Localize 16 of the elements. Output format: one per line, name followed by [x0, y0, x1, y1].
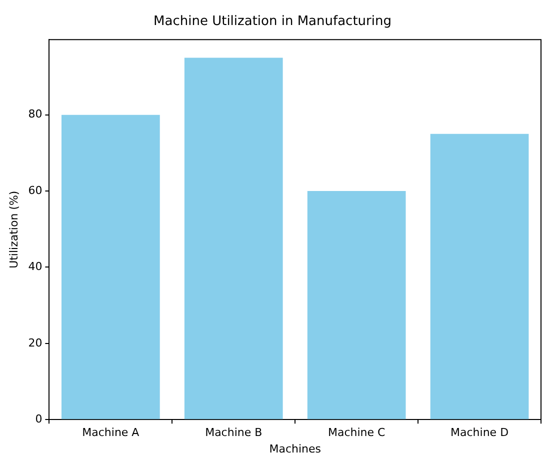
y-tick-label: 20 — [28, 336, 42, 350]
bar — [61, 114, 160, 420]
bar — [184, 58, 283, 420]
y-tick-label: 60 — [28, 184, 42, 197]
bar — [307, 191, 406, 420]
x-tick-label: Machine A — [82, 426, 140, 440]
chart-title: Machine Utilization in Manufacturing — [154, 14, 392, 30]
y-tick-label: 80 — [28, 108, 42, 121]
x-tick-label: Machine D — [450, 426, 509, 440]
x-axis-title: Machines — [269, 442, 322, 456]
y-tick-label: 0 — [35, 412, 42, 426]
y-tick-label: 40 — [28, 260, 42, 274]
x-tick-label: Machine C — [328, 426, 386, 440]
bar — [430, 134, 529, 420]
x-tick-label: Machine B — [205, 426, 262, 440]
y-axis-title: Utilization (%) — [7, 190, 20, 268]
